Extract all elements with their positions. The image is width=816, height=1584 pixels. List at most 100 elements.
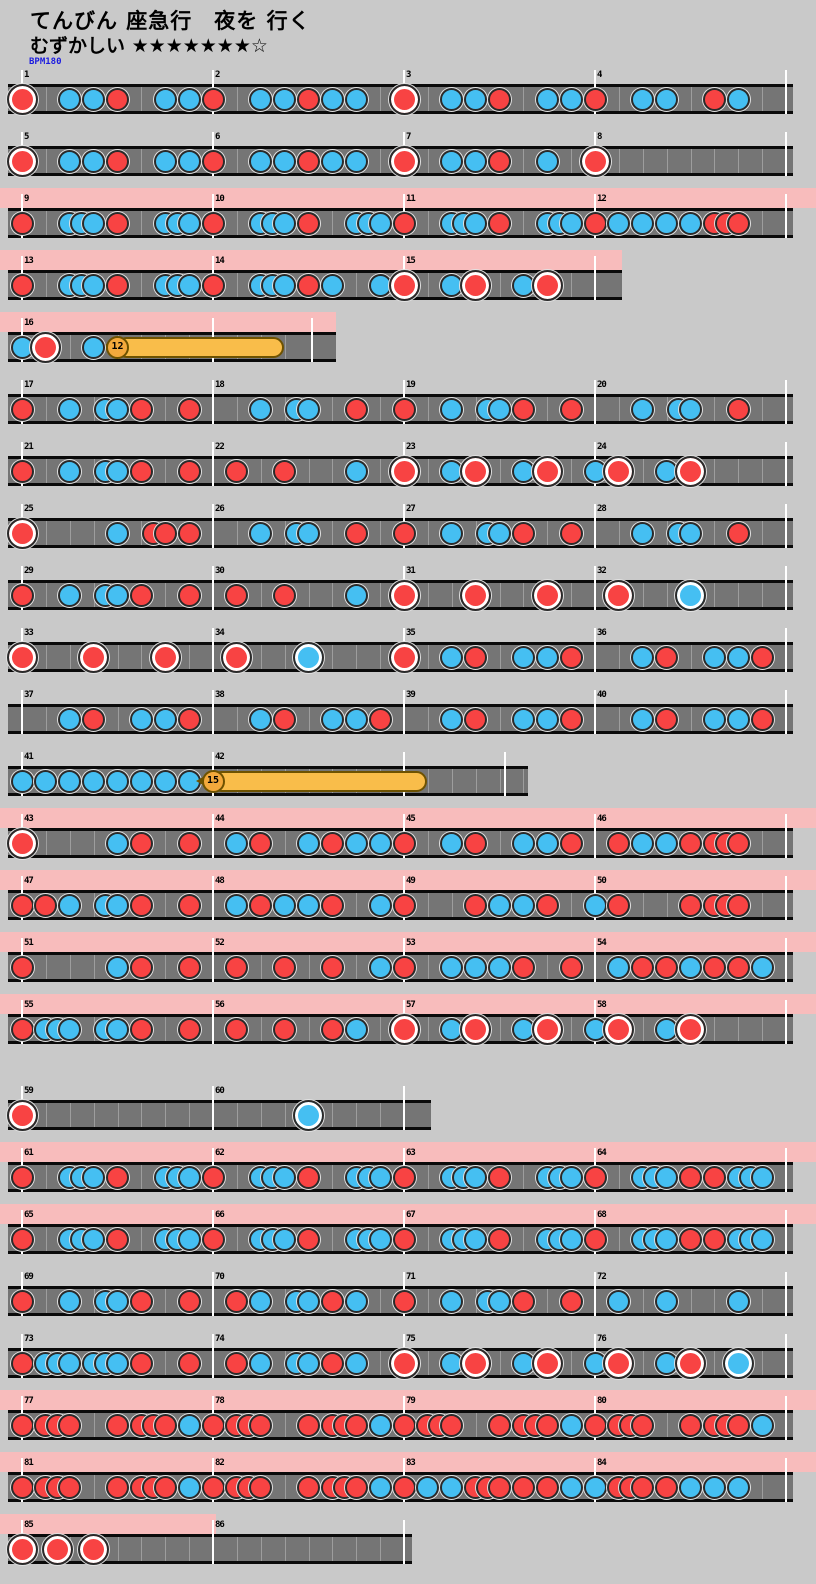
eighth-divider — [427, 893, 429, 917]
note-don — [273, 583, 297, 607]
measure-number: 34 — [215, 628, 225, 638]
measure-number: 58 — [597, 1000, 607, 1010]
eighth-divider — [165, 831, 167, 855]
barline — [594, 938, 596, 982]
note-ka — [511, 893, 535, 917]
gogo-time-band — [0, 312, 336, 332]
eighth-divider — [45, 1289, 47, 1313]
eighth-divider — [141, 273, 143, 297]
note-ka — [559, 1475, 583, 1499]
eighth-divider — [523, 1227, 525, 1251]
eighth-divider — [308, 1537, 310, 1561]
measure-number: 9 — [24, 194, 30, 204]
eighth-divider — [236, 1103, 238, 1127]
note-ka — [440, 397, 464, 421]
note-big-don — [388, 83, 420, 115]
note-ka — [440, 149, 464, 173]
measure-number: 14 — [215, 256, 225, 266]
barline — [785, 1458, 787, 1502]
note-ka — [511, 645, 535, 669]
measure-number: 61 — [24, 1148, 34, 1158]
eighth-divider — [332, 1165, 334, 1189]
note-don — [344, 521, 368, 545]
eighth-divider — [189, 645, 191, 669]
note-don — [511, 1475, 535, 1499]
eighth-divider — [45, 521, 47, 545]
note-ka — [177, 1165, 201, 1189]
note-don — [177, 521, 201, 545]
eighth-divider — [332, 1537, 334, 1561]
measure-number: 24 — [597, 442, 607, 452]
note-don — [559, 831, 583, 855]
measure-number: 29 — [24, 566, 34, 576]
eighth-divider — [356, 955, 358, 979]
eighth-divider — [427, 1227, 429, 1251]
note-don — [10, 211, 34, 235]
eighth-divider — [165, 1103, 167, 1127]
note-big-don — [675, 1347, 706, 1379]
barline — [594, 504, 596, 548]
note-ka — [631, 831, 655, 855]
note-don — [392, 1289, 416, 1313]
note-don — [392, 1165, 416, 1189]
note-ka — [535, 831, 559, 855]
gogo-time-band — [0, 870, 816, 890]
measure-number: 21 — [24, 442, 34, 452]
eighth-divider — [332, 583, 334, 607]
eighth-divider — [499, 1351, 501, 1375]
eighth-divider — [236, 397, 238, 421]
note-don — [464, 893, 488, 917]
eighth-divider — [260, 955, 262, 979]
note-ka — [177, 273, 201, 297]
measure-number: 25 — [24, 504, 34, 514]
note-don — [392, 955, 416, 979]
note-big-don — [6, 1099, 38, 1131]
eighth-divider — [236, 1165, 238, 1189]
eighth-divider — [45, 955, 47, 979]
note-don — [10, 893, 34, 917]
note-big-don — [78, 1533, 110, 1565]
note-don — [177, 1017, 201, 1041]
eighth-divider — [380, 1017, 382, 1041]
note-big-don — [531, 269, 563, 301]
eighth-divider — [141, 211, 143, 235]
measure-number: 62 — [215, 1148, 225, 1158]
note-don — [583, 1227, 607, 1251]
eighth-divider — [714, 397, 716, 421]
note-don — [368, 707, 392, 731]
eighth-divider — [642, 1017, 644, 1041]
note-ka — [416, 1475, 440, 1499]
eighth-divider — [380, 397, 382, 421]
note-don — [750, 645, 774, 669]
eighth-divider — [762, 893, 764, 917]
measure-number: 5 — [24, 132, 30, 142]
measure-number: 65 — [24, 1210, 34, 1220]
eighth-divider — [380, 521, 382, 545]
note-don — [177, 459, 201, 483]
eighth-divider — [165, 397, 167, 421]
barline — [212, 1520, 214, 1564]
note-ka — [249, 707, 273, 731]
note-don — [153, 1475, 177, 1499]
measure-number: 80 — [597, 1396, 607, 1406]
note-ka — [58, 397, 82, 421]
eighth-divider — [236, 149, 238, 173]
eighth-divider — [618, 521, 620, 545]
measure-number: 72 — [597, 1272, 607, 1282]
eighth-divider — [332, 1103, 334, 1127]
eighth-divider — [380, 87, 382, 111]
eighth-divider — [380, 583, 382, 607]
barline — [594, 690, 596, 734]
note-ka — [153, 149, 177, 173]
eighth-divider — [117, 645, 119, 669]
barline — [594, 814, 596, 858]
eighth-divider — [165, 1537, 167, 1561]
note-ka — [559, 1413, 583, 1437]
eighth-divider — [260, 1017, 262, 1041]
note-ka — [631, 645, 655, 669]
note-ka — [344, 459, 368, 483]
note-don — [702, 1165, 726, 1189]
note-don — [702, 955, 726, 979]
eighth-divider — [45, 149, 47, 173]
note-don — [177, 893, 201, 917]
